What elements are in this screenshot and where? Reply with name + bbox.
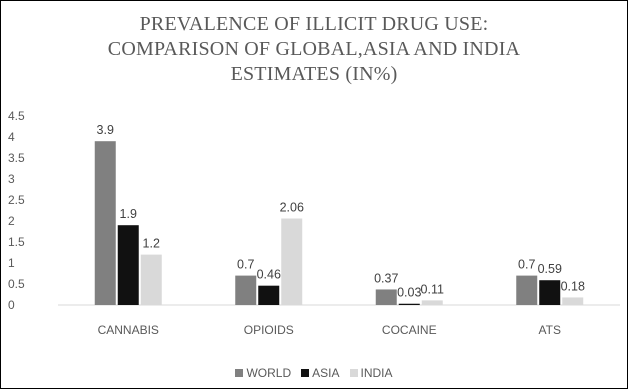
- bar-india-cocaine: [421, 300, 443, 305]
- data-label-asia-opioids: 0.46: [257, 268, 281, 282]
- data-label-asia-cocaine: 0.03: [397, 286, 421, 300]
- x-category-label: ATS: [539, 323, 561, 337]
- bar-india-opioids: [281, 218, 303, 305]
- legend-swatch-world: [235, 369, 244, 377]
- bar-asia-ats: [539, 280, 561, 305]
- chart-legend: WORLD ASIA INDIA: [0, 366, 628, 380]
- data-label-india-cannabis: 1.2: [143, 237, 160, 251]
- y-tick-label: 1: [8, 256, 15, 270]
- chart-title: PREVALENCE OF ILLICIT DRUG USE: COMPARIS…: [0, 12, 628, 87]
- y-tick-label: 2.5: [8, 193, 25, 207]
- y-tick-label: 4: [8, 130, 15, 144]
- bar-asia-opioids: [258, 285, 280, 305]
- data-label-india-opioids: 2.06: [280, 200, 304, 214]
- x-category-label: COCAINE: [382, 323, 437, 337]
- bar-world-ats: [516, 275, 538, 305]
- legend-swatch-asia: [301, 369, 310, 377]
- data-label-world-cannabis: 3.9: [97, 123, 114, 137]
- data-label-world-opioids: 0.7: [237, 258, 254, 272]
- bar-world-cocaine: [375, 289, 397, 305]
- y-tick-label: 2: [8, 214, 15, 228]
- chart-title-line-1: PREVALENCE OF ILLICIT DRUG USE:: [139, 13, 489, 35]
- data-label-asia-ats: 0.59: [538, 262, 562, 276]
- data-label-india-cocaine: 0.11: [421, 282, 444, 296]
- chart-title-line-2: COMPARISON OF GLOBAL,ASIA AND INDIA: [107, 38, 521, 60]
- x-category-label: CANNABIS: [98, 323, 159, 337]
- legend-item-asia: ASIA: [301, 366, 340, 380]
- legend-swatch-india: [349, 369, 358, 377]
- legend-label-world: WORLD: [246, 366, 292, 380]
- legend-label-asia: ASIA: [312, 366, 340, 380]
- legend-item-india: INDIA: [349, 366, 393, 380]
- y-tick-label: 3.5: [8, 151, 25, 165]
- data-label-india-ats: 0.18: [561, 279, 585, 293]
- bar-world-opioids: [235, 275, 257, 305]
- y-tick-label: 1.5: [8, 235, 25, 249]
- legend-label-india: INDIA: [360, 366, 393, 380]
- legend-item-world: WORLD: [235, 366, 291, 380]
- bar-india-ats: [562, 297, 584, 305]
- bar-india-cannabis: [140, 254, 162, 305]
- y-tick-label: 0: [8, 298, 15, 312]
- bar-world-cannabis: [94, 141, 116, 305]
- data-label-world-ats: 0.7: [518, 258, 535, 272]
- chart-title-line-3: ESTIMATES (IN%): [230, 63, 398, 85]
- data-label-asia-cannabis: 1.9: [120, 207, 137, 221]
- bar-asia-cannabis: [117, 225, 139, 305]
- x-category-label: OPIOIDS: [244, 323, 294, 337]
- y-tick-label: 4.5: [8, 109, 25, 123]
- y-tick-label: 0.5: [8, 277, 25, 291]
- y-tick-label: 3: [8, 172, 15, 186]
- data-label-world-cocaine: 0.37: [374, 271, 398, 285]
- bar-asia-cocaine: [398, 303, 420, 305]
